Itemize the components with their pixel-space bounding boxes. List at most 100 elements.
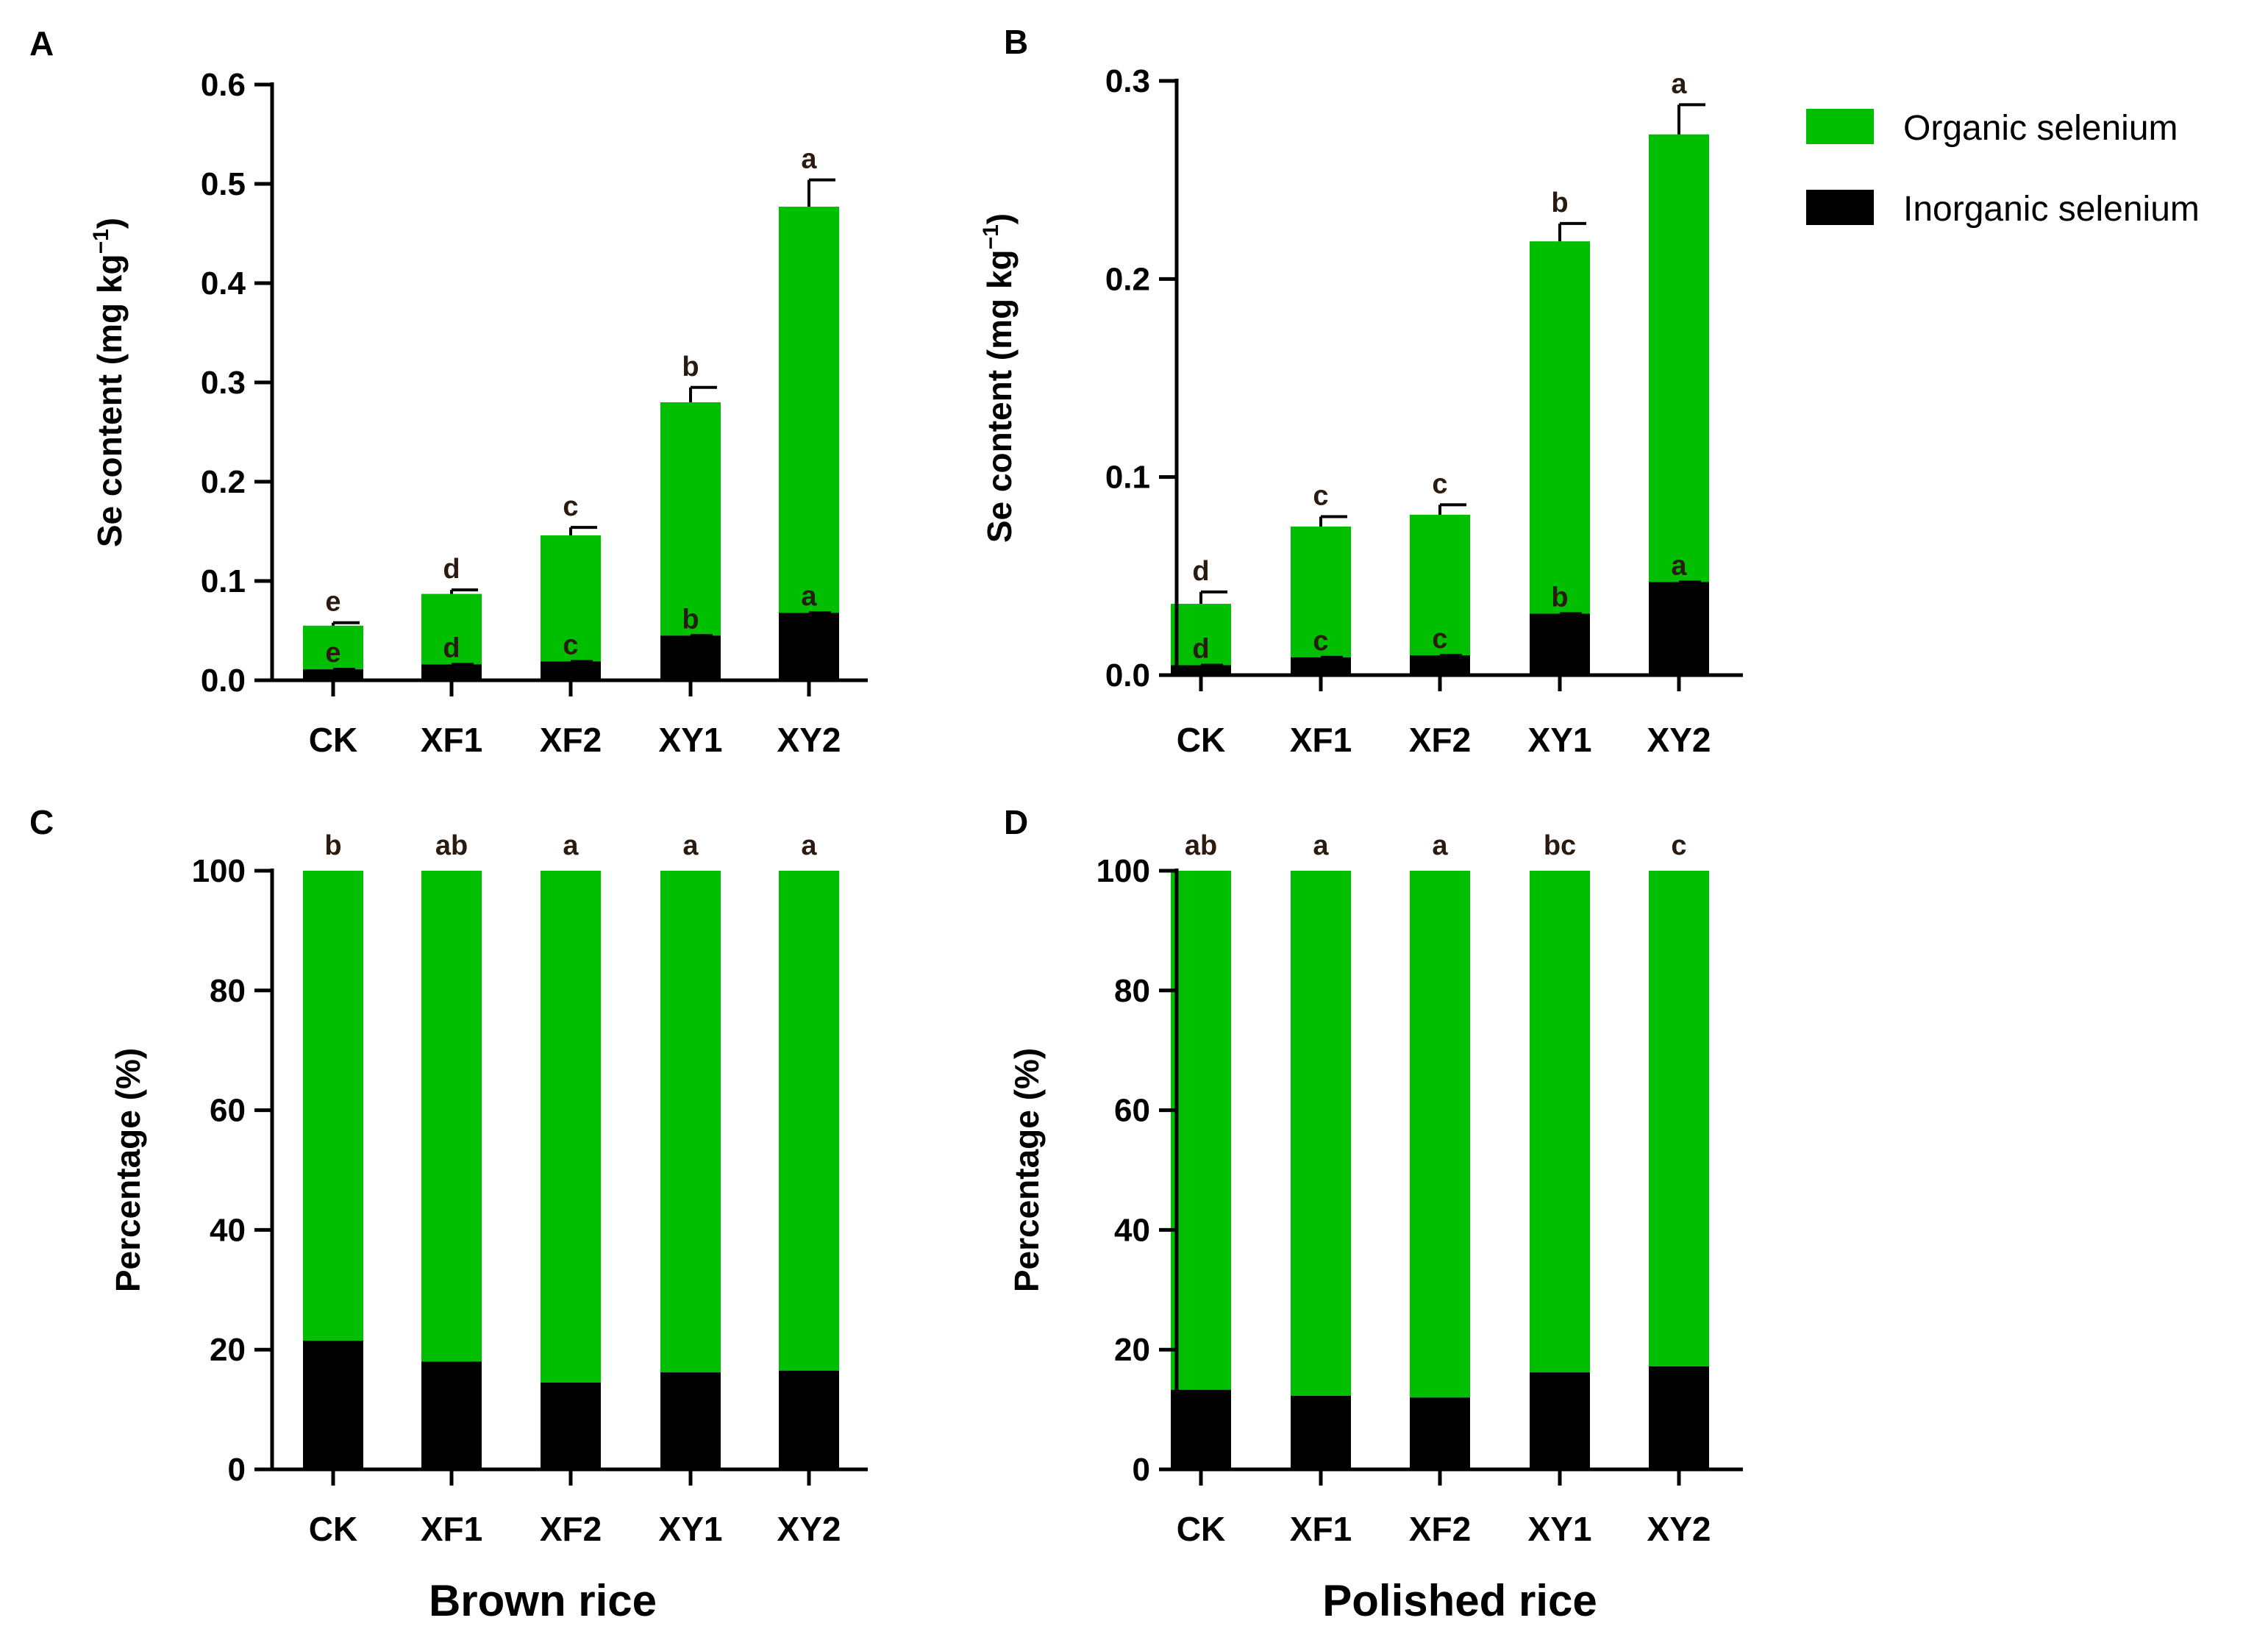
y-tick-label-3: 0.3 bbox=[1105, 63, 1150, 99]
bar-organic-xf1 bbox=[1291, 527, 1351, 657]
sig-letter-xf2: a bbox=[563, 830, 579, 861]
x-tick-label-xy2: XY2 bbox=[1647, 1510, 1711, 1548]
bar-organic-xy1 bbox=[660, 871, 721, 1373]
bar-inorganic-xf2 bbox=[1410, 655, 1470, 675]
y-tick-label-5: 0.5 bbox=[201, 166, 246, 202]
sig-letter-inorganic-xy2: a bbox=[1671, 550, 1687, 581]
legend: Organic selenium Inorganic selenium bbox=[1806, 109, 2200, 229]
x-tick-label-xy1: XY1 bbox=[1528, 721, 1592, 759]
bar-inorganic-xy1 bbox=[660, 635, 721, 680]
bar-organic-xy2 bbox=[1649, 134, 1709, 582]
legend-swatch-organic bbox=[1806, 109, 1874, 144]
bar-organic-ck bbox=[1171, 871, 1231, 1390]
y-tick-label-3: 60 bbox=[210, 1093, 246, 1129]
y-tick-label-3: 0.3 bbox=[201, 365, 246, 401]
legend-label-inorganic: Inorganic selenium bbox=[1903, 190, 2200, 229]
bar-inorganic-xy2 bbox=[779, 1370, 839, 1469]
x-tick-label-xy2: XY2 bbox=[1647, 721, 1711, 759]
sig-letter-xy1: bc bbox=[1544, 830, 1576, 861]
x-tick-label-ck: CK bbox=[1177, 721, 1225, 759]
x-tick-label-xy2: XY2 bbox=[777, 1510, 841, 1548]
x-tick-label-ck: CK bbox=[1177, 1510, 1225, 1548]
x-tick-label-xy1: XY1 bbox=[659, 1510, 723, 1548]
bar-inorganic-ck bbox=[1171, 1389, 1231, 1469]
y-tick-label-0: 0.0 bbox=[201, 663, 246, 699]
error-bar-xy1 bbox=[689, 385, 717, 402]
sig-letter-organic-xy2: a bbox=[801, 144, 817, 175]
bar-inorganic-xf2 bbox=[1410, 1397, 1470, 1469]
panel-b: Bd d CK c c XF1 c c XF2 b b XY1 a a XY2 0.0 0.1 0.2 0.3 Se … bbox=[979, 23, 1743, 759]
y-tick-label-2: 0.2 bbox=[201, 464, 246, 500]
x-tick-label-xf1: XF1 bbox=[421, 721, 482, 759]
sig-letter-inorganic-xy1: b bbox=[1551, 582, 1568, 613]
y-tick-label-0: 0.0 bbox=[1105, 657, 1150, 694]
y-tick-label-1: 0.1 bbox=[1105, 460, 1150, 496]
bar-organic-xy1 bbox=[660, 402, 721, 636]
sig-letter-organic-xf2: c bbox=[1432, 468, 1447, 499]
x-tick-label-ck: CK bbox=[309, 721, 357, 759]
y-tick-label-2: 40 bbox=[210, 1212, 246, 1248]
panel-letter-a: A bbox=[29, 24, 54, 63]
bar-inorganic-xy2 bbox=[779, 613, 839, 680]
sig-letter-inorganic-xy2: a bbox=[801, 581, 817, 612]
y-tick-label-1: 20 bbox=[210, 1332, 246, 1368]
error-bar-xf2 bbox=[1438, 503, 1466, 515]
sig-letter-inorganic-xf2: c bbox=[563, 630, 578, 660]
panel-d: Dab CK a XF1 a XF2 bc XY1 c XY2 0 20 40 60 80 100 Percen… bbox=[1004, 803, 1743, 1548]
x-tick-label-xy1: XY1 bbox=[1528, 1510, 1592, 1548]
sig-letter-organic-ck: e bbox=[325, 587, 340, 618]
x-tick-label-xf1: XF1 bbox=[1290, 721, 1352, 759]
bar-organic-xy2 bbox=[779, 871, 839, 1371]
error-bar-ck bbox=[332, 621, 360, 626]
sig-letter-xy1: a bbox=[682, 830, 699, 861]
error-bar-xy1 bbox=[1558, 221, 1586, 242]
y-tick-label-3: 60 bbox=[1114, 1093, 1150, 1129]
bar-inorganic-xy1 bbox=[1530, 1372, 1590, 1469]
x-tick-label-xf1: XF1 bbox=[421, 1510, 482, 1548]
bar-inorganic-xy2 bbox=[1649, 582, 1709, 675]
x-tick-label-xf2: XF2 bbox=[1409, 721, 1471, 759]
sig-letter-inorganic-xy1: b bbox=[682, 604, 699, 635]
y-tick-label-2: 0.2 bbox=[1105, 261, 1150, 297]
sig-letter-organic-xf1: d bbox=[443, 554, 460, 585]
panel-letter-d: D bbox=[1004, 803, 1028, 841]
y-tick-label-6: 0.6 bbox=[201, 67, 246, 103]
y-tick-label-0: 0 bbox=[1133, 1452, 1150, 1488]
bar-inorganic-xy1 bbox=[660, 1372, 721, 1469]
sig-letter-xf1: a bbox=[1313, 830, 1329, 861]
bar-organic-xf1 bbox=[421, 871, 482, 1362]
y-axis-label: Se content (mg kg−1) bbox=[979, 213, 1019, 543]
bar-organic-xf2 bbox=[541, 871, 601, 1383]
panel-a: Aee CK d d XF1 c c XF2 b b XY1 a a XY2 0.0 0.1 0.2 0.3 0.4… bbox=[29, 24, 868, 759]
legend-swatch-inorganic bbox=[1806, 190, 1874, 225]
panel-c: Cb CK ab XF1 a XF2 a XY1 a XY2 0 20 40 60 80 100 Percent… bbox=[29, 803, 868, 1548]
bar-inorganic-xf2 bbox=[541, 1382, 601, 1469]
x-tick-label-xy1: XY1 bbox=[659, 721, 723, 759]
bar-organic-xf2 bbox=[1410, 871, 1470, 1398]
y-tick-label-0: 0 bbox=[228, 1452, 246, 1488]
y-tick-label-1: 20 bbox=[1114, 1332, 1150, 1368]
bar-organic-xy1 bbox=[1530, 871, 1590, 1373]
sig-letter-inorganic-xf1: c bbox=[1313, 626, 1328, 657]
x-title-polished-rice: Polished rice bbox=[1322, 1576, 1597, 1625]
y-tick-label-4: 0.4 bbox=[201, 265, 246, 302]
sig-letter-xf1: ab bbox=[435, 830, 468, 861]
sig-letter-ck: b bbox=[324, 830, 341, 861]
bar-organic-xf1 bbox=[421, 593, 482, 665]
bar-organic-ck bbox=[1171, 604, 1231, 666]
legend-label-organic: Organic selenium bbox=[1903, 109, 2178, 148]
bar-inorganic-xf1 bbox=[421, 1361, 482, 1469]
sig-letter-inorganic-xf1: d bbox=[443, 632, 460, 663]
panel-letter-c: C bbox=[29, 803, 54, 841]
sig-letter-ck: ab bbox=[1185, 830, 1217, 861]
x-tick-label-xy2: XY2 bbox=[777, 721, 841, 759]
bar-inorganic-xy2 bbox=[1649, 1366, 1709, 1469]
x-tick-label-xf2: XF2 bbox=[540, 1510, 602, 1548]
sig-letter-organic-xf1: c bbox=[1313, 481, 1328, 512]
bar-organic-xf1 bbox=[1291, 871, 1351, 1396]
bar-inorganic-ck bbox=[303, 669, 363, 680]
bar-inorganic-ck bbox=[1171, 665, 1231, 675]
sig-letter-organic-xy2: a bbox=[1671, 68, 1687, 99]
y-tick-label-4: 80 bbox=[210, 973, 246, 1009]
